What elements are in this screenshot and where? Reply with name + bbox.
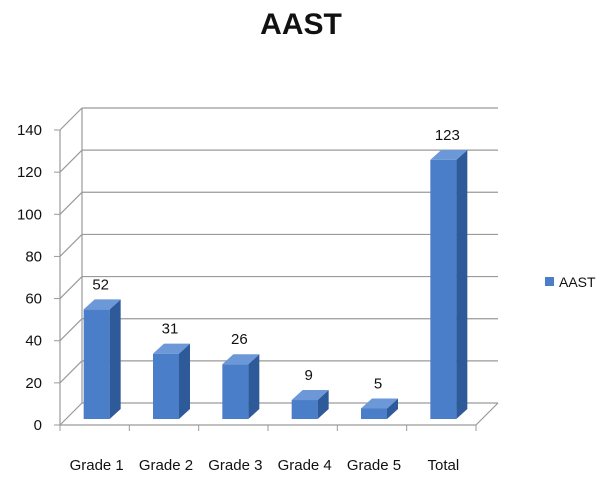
bar-top (361, 398, 398, 409)
y-tick-label: 20 (25, 375, 42, 392)
gridline-depth (59, 107, 83, 131)
gridline-depth (59, 234, 83, 257)
data-label: 123 (435, 127, 460, 144)
bar-side (387, 398, 398, 419)
x-tick-label: Grade 1 (70, 457, 124, 474)
y-tick-label: 80 (25, 248, 42, 265)
bar-side (317, 390, 329, 419)
bar (291, 390, 329, 419)
bar-side (456, 149, 468, 420)
x-tick-label: Grade 5 (347, 457, 401, 474)
chart-title: AAST (260, 8, 342, 41)
bar (361, 398, 398, 419)
gridline-depth (59, 360, 83, 384)
bar-top (430, 149, 468, 160)
bar-side (248, 354, 260, 419)
bar-top (153, 343, 190, 354)
bar (153, 343, 190, 419)
y-tick-label: 120 (17, 164, 42, 181)
gridline-depth (59, 402, 83, 426)
bar-front (222, 364, 249, 419)
bar-side (179, 343, 190, 419)
gridline-depth (59, 318, 83, 342)
bar-front (153, 353, 179, 419)
y-tick-label: 60 (25, 291, 42, 308)
bar (430, 149, 468, 420)
bar-top (83, 299, 121, 310)
data-label: 31 (162, 321, 179, 338)
data-label: 52 (92, 276, 109, 293)
y-tick-label: 40 (25, 333, 42, 350)
bar-top (291, 390, 329, 401)
x-tick-label: Grade 3 (208, 457, 262, 474)
data-label: 5 (374, 375, 382, 392)
floor-right-edge (475, 402, 499, 426)
x-tick-label: Total (427, 457, 459, 474)
gridline-depth (59, 149, 83, 173)
y-tick-label: 100 (17, 206, 42, 223)
y-tick-label: 140 (17, 122, 42, 139)
gridline-depth (59, 276, 83, 299)
bar-top (222, 354, 260, 365)
bar-front (83, 309, 110, 419)
bar-front (361, 408, 387, 419)
bar-side (109, 299, 121, 419)
legend: AAST (545, 274, 596, 290)
legend-swatch (545, 277, 554, 286)
bar (83, 299, 121, 419)
data-label: 26 (231, 331, 248, 348)
legend-label: AAST (559, 274, 596, 290)
bar-front (430, 159, 457, 420)
y-tick-label: 0 (34, 417, 42, 434)
data-label: 9 (304, 367, 312, 384)
gridline-depth (59, 191, 83, 215)
x-tick-label: Grade 2 (139, 457, 193, 474)
bar (222, 354, 260, 419)
x-tick-label: Grade 4 (278, 457, 332, 474)
bar-front (291, 400, 318, 419)
